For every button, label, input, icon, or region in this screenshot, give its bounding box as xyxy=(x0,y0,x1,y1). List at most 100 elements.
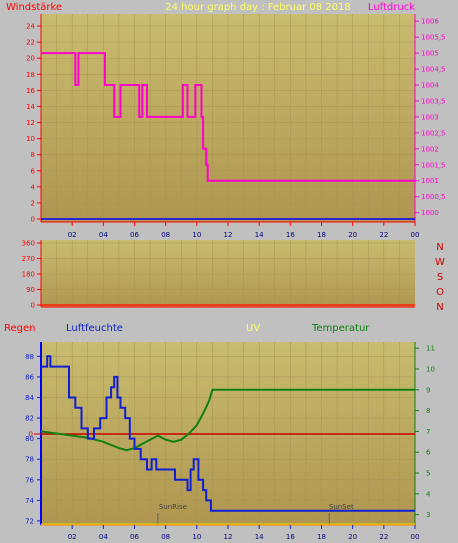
temperature-tick-label: 3 xyxy=(426,511,430,519)
x-tick-label: 06 xyxy=(130,533,139,541)
humidity-series-line xyxy=(41,355,415,512)
left-tick-label: 20 xyxy=(26,55,35,63)
temperature-tick-label: 4 xyxy=(426,490,431,498)
left-tick-label: 24 xyxy=(26,23,35,31)
x-tick-label: 14 xyxy=(255,231,264,239)
left-tick-label: 0 xyxy=(31,216,35,224)
left-tick-label: 18 xyxy=(26,71,35,79)
humidity-tick-label: 84 xyxy=(25,394,34,402)
x-tick-label: 14 xyxy=(255,533,264,541)
right-tick-label: 1002,5 xyxy=(421,129,446,137)
left-tick-label: 16 xyxy=(26,87,35,95)
x-tick-label: 18 xyxy=(317,231,326,239)
x-tick-label: 16 xyxy=(286,231,295,239)
weather-series-group xyxy=(40,355,415,525)
humidity-tick-label: 78 xyxy=(25,456,34,464)
direction-tick-label: 90 xyxy=(26,286,35,294)
sunset-label: SunSet xyxy=(329,503,354,511)
chart-title: 24 hour graph day : Februar 08 2018 xyxy=(165,2,350,13)
temperature-tick-label: 8 xyxy=(426,407,430,415)
right-tick-label: 1005 xyxy=(421,50,439,58)
direction-tick-label: 0 xyxy=(31,302,35,310)
temperature-tick-label: 7 xyxy=(426,428,430,436)
weather-x-axis-ticks: 02 04 06 08 10 12 14 16 18 20 22 00 xyxy=(68,525,420,541)
humidity-tick-label: 82 xyxy=(25,415,34,423)
left-tick-label: 12 xyxy=(26,119,35,127)
x-tick-label: 12 xyxy=(224,231,233,239)
compass-label: N xyxy=(436,302,443,313)
x-tick-label: 10 xyxy=(192,231,201,239)
rain-tick-label: 0 xyxy=(29,431,33,439)
left-tick-label: 6 xyxy=(31,167,36,175)
right-tick-label: 1002 xyxy=(421,145,439,153)
windstaerke-label: Windstärke xyxy=(6,2,62,13)
luftdruck-label: Luftdruck xyxy=(368,2,415,13)
x-tick-label: 16 xyxy=(286,533,295,541)
left-tick-label: 10 xyxy=(26,135,35,143)
pressure-right-axis-ticks: 1000 1000,5 1001 1001,5 1002 1002,5 1003 1003,5… xyxy=(415,18,446,217)
right-tick-label: 1001,5 xyxy=(421,161,446,169)
direction-tick-label: 360 xyxy=(22,240,35,248)
humidity-tick-label: 72 xyxy=(25,517,34,525)
left-tick-label: 4 xyxy=(31,183,36,191)
uv-label: UV xyxy=(246,323,260,334)
x-tick-label: 06 xyxy=(130,231,139,239)
compass-label: N xyxy=(436,242,443,253)
temperatur-label: Temperatur xyxy=(311,323,370,334)
temperature-tick-label: 5 xyxy=(426,470,430,478)
x-tick-label: 10 xyxy=(192,533,201,541)
luftfeuchte-label: Luftfeuchte xyxy=(66,323,123,334)
wind-plot-grid xyxy=(41,14,415,222)
temperature-tick-label: 11 xyxy=(426,345,435,353)
pressure-series-line xyxy=(41,52,415,182)
x-tick-label: 04 xyxy=(99,533,108,541)
humidity-tick-label: 76 xyxy=(25,476,34,484)
temperature-tick-label: 6 xyxy=(426,449,431,457)
compass-label: W xyxy=(435,257,445,268)
temperature-axis-ticks: 3 4 5 6 7 8 9 10 11 xyxy=(415,345,435,519)
x-tick-label: 20 xyxy=(348,533,357,541)
left-tick-label: 14 xyxy=(26,103,35,111)
regen-label: Regen xyxy=(4,323,36,334)
humidity-tick-label: 74 xyxy=(25,497,34,505)
temperature-tick-label: 9 xyxy=(426,386,430,394)
x-tick-label: 00 xyxy=(411,231,420,239)
x-tick-label: 22 xyxy=(379,231,388,239)
pressure-series-group xyxy=(41,52,415,182)
sunrise-label: SunRise xyxy=(159,503,187,511)
right-tick-label: 1003 xyxy=(421,113,439,121)
left-tick-label: 22 xyxy=(26,39,35,47)
direction-tick-label: 270 xyxy=(22,255,35,263)
compass-label: O xyxy=(436,287,444,298)
left-tick-label: 2 xyxy=(31,199,35,207)
right-tick-label: 1003,5 xyxy=(421,97,446,105)
direction-axis-ticks: 0 90 180 270 360 xyxy=(22,240,41,310)
right-tick-label: 1000 xyxy=(421,209,439,217)
humidity-tick-label: 86 xyxy=(25,373,34,381)
x-tick-label: 02 xyxy=(68,231,77,239)
sun-markers: SunRise SunSet xyxy=(157,503,354,525)
humidity-tick-label: 88 xyxy=(25,353,34,361)
x-tick-label: 12 xyxy=(224,533,233,541)
left-tick-label: 8 xyxy=(31,151,35,159)
x-tick-label: 20 xyxy=(348,231,357,239)
wind-x-axis-ticks: 02 04 06 08 10 12 14 16 18 20 22 00 xyxy=(68,222,420,239)
humidity-tick-label: 80 xyxy=(25,435,34,443)
x-tick-label: 18 xyxy=(317,533,326,541)
x-tick-label: 04 xyxy=(99,231,108,239)
x-tick-label: 02 xyxy=(68,533,77,541)
right-tick-label: 1006 xyxy=(421,18,439,26)
right-tick-label: 1005,5 xyxy=(421,34,446,42)
x-tick-label: 22 xyxy=(379,533,388,541)
x-tick-label: 00 xyxy=(411,533,420,541)
right-tick-label: 1000,5 xyxy=(421,193,446,201)
temperature-tick-label: 10 xyxy=(426,365,435,373)
right-tick-label: 1004,5 xyxy=(421,66,446,74)
x-tick-label: 08 xyxy=(161,533,170,541)
humidity-axis-ticks: 72 74 76 78 80 82 84 86 88 0 xyxy=(25,353,41,525)
